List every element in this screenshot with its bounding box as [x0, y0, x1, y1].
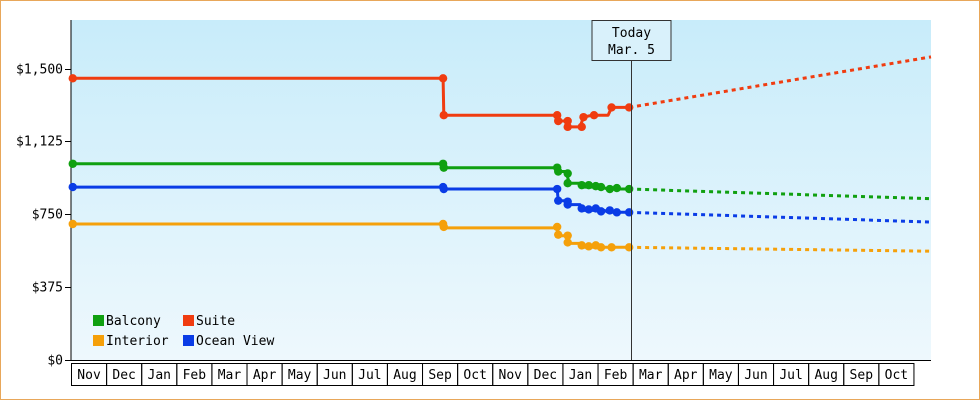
data-point	[577, 241, 586, 250]
forecast-line-interior	[629, 245, 932, 253]
forecast-line-balcony	[629, 187, 932, 201]
y-tick-label: $1,500	[16, 63, 63, 78]
legend-swatch-interior	[93, 335, 104, 346]
data-point	[577, 204, 586, 213]
data-point	[563, 200, 572, 209]
y-tick-label: $375	[32, 281, 63, 296]
data-point	[624, 103, 634, 112]
data-point	[596, 207, 606, 216]
x-tick-label: Mar	[218, 368, 242, 383]
x-tick-label: Feb	[604, 368, 628, 383]
data-point	[552, 222, 562, 232]
data-point	[577, 180, 586, 190]
legend-label-ocean-view: Ocean View	[196, 334, 274, 349]
data-point	[439, 163, 448, 172]
data-point	[584, 180, 593, 190]
series-suite	[68, 55, 932, 132]
x-tick-label: Jul	[779, 368, 802, 383]
legend-label-suite: Suite	[196, 314, 235, 329]
y-tick-label: $750	[32, 208, 63, 223]
x-tick-label: Dec	[534, 368, 557, 383]
forecast-line-ocean-view	[629, 210, 932, 224]
data-point	[589, 111, 599, 120]
data-point	[68, 182, 77, 192]
data-point	[596, 243, 606, 252]
x-tick-label: Sep	[850, 368, 874, 383]
legend-swatch-ocean-view	[183, 335, 194, 346]
data-point	[439, 184, 448, 194]
data-point	[563, 231, 572, 240]
x-tick-label: Jan	[569, 368, 592, 383]
data-point	[438, 74, 448, 83]
x-tick-cell	[878, 363, 915, 386]
data-point	[68, 74, 77, 83]
data-point	[607, 103, 616, 112]
data-point	[68, 219, 77, 229]
legend-swatch-suite	[183, 315, 194, 326]
series-layer	[68, 55, 932, 253]
data-point	[605, 206, 615, 215]
x-tick-label: Jul	[358, 368, 381, 383]
data-point	[624, 184, 634, 194]
data-point	[563, 179, 572, 188]
x-tick-label: Apr	[253, 368, 277, 383]
y-tick-label: $0	[47, 354, 63, 369]
today-marker: Today Mar. 5	[591, 20, 672, 360]
data-point	[554, 116, 563, 126]
axes: $0 $375 $750 $1,125 $1,500 Nov Dec Jan Feb Mar Apr…	[16, 20, 931, 386]
data-point	[552, 184, 562, 194]
data-point	[624, 208, 634, 217]
data-point	[439, 222, 448, 232]
legend-swatch-balcony	[93, 315, 104, 326]
today-date: Mar. 5	[608, 43, 655, 58]
data-point	[554, 196, 563, 205]
x-tick-label: Jun	[323, 368, 346, 383]
x-tick-label: Aug	[814, 368, 837, 383]
x-tick-label: Nov	[499, 368, 523, 383]
series-balcony	[68, 159, 932, 201]
data-point	[577, 122, 586, 132]
series-interior	[68, 219, 932, 253]
x-tick-label: May	[709, 368, 733, 383]
forecast-line-suite	[628, 55, 932, 109]
legend-label-balcony: Balcony	[106, 314, 161, 329]
data-point	[554, 230, 563, 239]
data-point	[596, 182, 606, 192]
x-tick-label: Jun	[744, 368, 767, 383]
data-point	[584, 205, 593, 214]
data-point	[563, 238, 572, 247]
data-point	[607, 243, 616, 252]
data-point	[584, 242, 593, 251]
x-tick-label: Dec	[112, 368, 135, 383]
today-label: Today	[612, 26, 651, 41]
data-point	[579, 112, 588, 122]
x-tick-label: Jan	[148, 368, 171, 383]
x-tick-label: Oct	[885, 368, 908, 383]
y-tick-label: $1,125	[16, 135, 63, 150]
legend: Balcony Suite Interior Ocean View	[93, 314, 274, 349]
data-point	[563, 169, 572, 178]
legend-label-interior: Interior	[106, 334, 169, 349]
data-point	[439, 111, 448, 120]
x-tick-label: Nov	[77, 368, 101, 383]
data-point	[624, 243, 634, 252]
x-tick-label: Feb	[183, 368, 207, 383]
x-tick-label: Mar	[639, 368, 663, 383]
data-point	[563, 116, 572, 126]
data-point	[605, 184, 615, 194]
x-tick-label: Aug	[393, 368, 416, 383]
x-tick-label: Sep	[428, 368, 452, 383]
data-point	[68, 159, 77, 168]
data-point	[563, 122, 572, 132]
data-point	[554, 167, 563, 176]
x-tick-label: May	[288, 368, 312, 383]
series-ocean-view	[68, 182, 932, 224]
data-point	[612, 183, 622, 193]
x-tick-label: Apr	[674, 368, 698, 383]
x-tick-label: Oct	[463, 368, 486, 383]
data-point	[612, 208, 622, 217]
today-box	[591, 20, 672, 61]
